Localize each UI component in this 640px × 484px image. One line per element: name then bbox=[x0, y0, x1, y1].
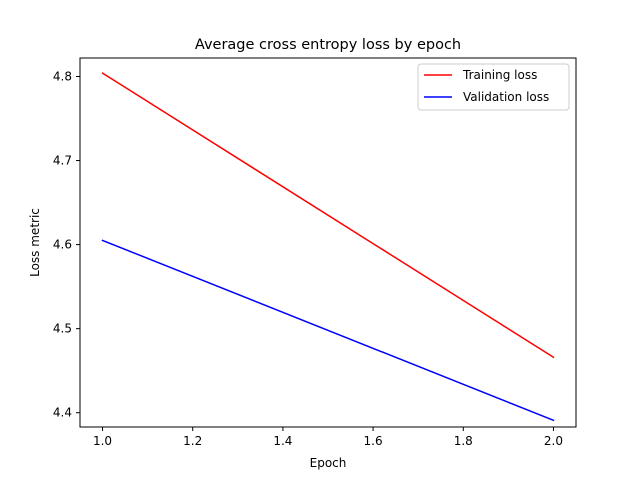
series-line-1 bbox=[101, 239, 555, 422]
x-tick-label: 1.4 bbox=[273, 434, 292, 448]
legend: Training loss Validation loss bbox=[417, 63, 570, 111]
x-axis: 1.0 1.2 1.4 1.6 1.8 2.0 bbox=[93, 427, 563, 448]
chart-title: Average cross entropy loss by epoch bbox=[195, 37, 461, 53]
x-tick-label: 1.6 bbox=[364, 434, 383, 448]
x-tick-label: 1.0 bbox=[93, 434, 112, 448]
series-layer bbox=[101, 72, 555, 422]
legend-label-validation-loss: Validation loss bbox=[463, 90, 549, 104]
series-line-0 bbox=[101, 72, 555, 359]
x-tick-label: 1.2 bbox=[183, 434, 202, 448]
y-tick-label: 4.6 bbox=[53, 238, 72, 252]
y-tick-label: 4.8 bbox=[53, 69, 72, 83]
x-tick-label: 2.0 bbox=[544, 434, 563, 448]
x-axis-label: Epoch bbox=[310, 456, 347, 470]
y-axis-label: Loss metric bbox=[28, 208, 42, 277]
legend-box bbox=[417, 63, 570, 111]
legend-label-training-loss: Training loss bbox=[462, 68, 537, 82]
y-tick-label: 4.7 bbox=[53, 154, 72, 168]
y-axis: 4.4 4.5 4.6 4.7 4.8 bbox=[53, 69, 80, 420]
y-tick-label: 4.4 bbox=[53, 406, 72, 420]
y-tick-label: 4.5 bbox=[53, 322, 72, 336]
plot-frame bbox=[79, 57, 577, 428]
x-tick-label: 1.8 bbox=[454, 434, 473, 448]
